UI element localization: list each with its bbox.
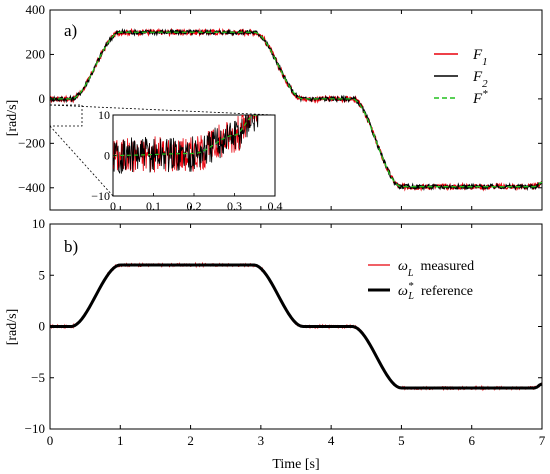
y-tick-label: −10: [25, 421, 45, 436]
y-tick-label: −400: [18, 180, 45, 195]
x-tick-label: 4: [328, 433, 335, 448]
x-tick-label: 3: [258, 433, 265, 448]
legend-label-f1: F1: [472, 47, 488, 68]
inset-y-tick-label: 0: [104, 149, 110, 163]
panel-a: 400 200 0 −200 −400 a) [rad/s] F1 F2 F* 0 0.1…: [5, 2, 543, 213]
legend-label-measured: ωL measured: [398, 259, 474, 279]
y-tick-label: −200: [18, 135, 45, 150]
panel-b-legend: ωL measured ω* L reference: [368, 259, 474, 302]
inset-x-tick-label: 0.4: [268, 199, 283, 213]
zoom-region-box: [49, 104, 83, 127]
panel-a-legend: F1 F2 F*: [434, 47, 488, 107]
x-tick-label: 1: [117, 433, 124, 448]
panel-b-series: [49, 261, 543, 392]
series-line-1: [50, 263, 543, 390]
panel-a-ylabel: [rad/s]: [5, 100, 20, 137]
y-tick-label: 400: [26, 2, 46, 17]
panel-b: 10 5 0 −5 −10 0 1 2 3 4 5 6 7 b) [rad/s] Time [s] ω…: [5, 216, 546, 472]
panel-b-x-ticks: 0 1 2 3 4 5 6 7: [47, 224, 546, 448]
x-tick-label: 6: [468, 433, 475, 448]
zoom-connector-top: [49, 104, 276, 116]
y-tick-label: 0: [39, 91, 46, 106]
inset-x-tick-label: 0.2: [187, 199, 202, 213]
panel-a-x-ticks: [49, 10, 543, 210]
series-line-0: [49, 27, 543, 192]
panel-a-series: [49, 27, 543, 192]
inset-y-tick-label: −10: [91, 189, 110, 203]
inset-y-tick-label: 10: [98, 108, 110, 122]
panel-a-label: a): [64, 21, 77, 40]
panel-b-ylabel: [rad/s]: [5, 309, 20, 346]
y-tick-label: −5: [31, 370, 45, 385]
panel-b-label: b): [64, 237, 78, 256]
panel-b-plot-area: [49, 223, 543, 430]
x-tick-label: 0: [47, 433, 54, 448]
inset-x-tick-label: 0: [110, 199, 116, 213]
panel-b-y-ticks: 10 5 0 −5 −10: [25, 216, 542, 436]
inset-x-tick-label: 0.1: [146, 199, 161, 213]
y-tick-label: 0: [39, 319, 46, 334]
panel-a-y-ticks: 400 200 0 −200 −400: [18, 2, 542, 195]
inset-reference-line: [113, 115, 259, 157]
legend-label-f2: F2: [472, 69, 488, 90]
inset-x-tick-label: 0.3: [227, 199, 242, 213]
legend-label-reference: ω* L reference: [398, 280, 473, 302]
y-tick-label: 200: [26, 46, 46, 61]
legend-label-fstar: F*: [472, 88, 488, 107]
inset-series: [113, 115, 259, 174]
x-tick-label: 2: [187, 433, 194, 448]
y-tick-label: 10: [32, 216, 45, 231]
x-tick-label: 5: [398, 433, 405, 448]
series-line-2: [50, 31, 543, 188]
panel-b-xlabel: Time [s]: [272, 457, 319, 472]
inset-series-line-1: [113, 115, 259, 174]
x-tick-label: 7: [539, 433, 546, 448]
y-tick-label: 5: [39, 267, 46, 282]
